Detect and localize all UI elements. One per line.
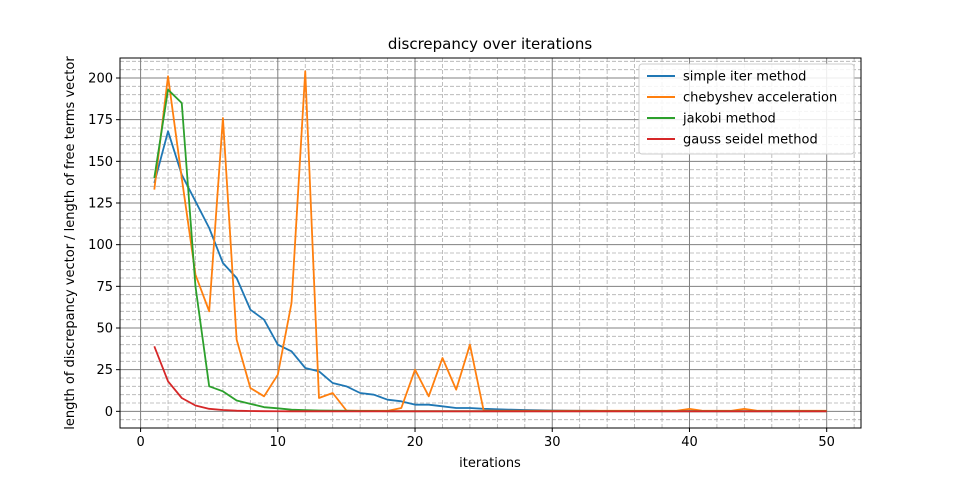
- x-tick-label: 0: [136, 435, 144, 450]
- legend-box: [638, 63, 855, 155]
- legend-label: gauss seidel method: [683, 133, 818, 148]
- y-tick-label: 75: [96, 280, 113, 295]
- series-line-gauss-seidel-method: [153, 346, 827, 413]
- x-axis-title: iterations: [459, 456, 521, 471]
- y-tick-label: 200: [88, 72, 113, 87]
- chart-title: discrepancy over iterations: [388, 35, 593, 53]
- y-tick-label: 25: [96, 363, 113, 378]
- y-tick-label: 175: [88, 113, 113, 128]
- legend-label: chebyshev acceleration: [683, 91, 837, 106]
- axis-ticks: 0 10 20 30 40 50 0 25 50 75 100 125 150 175 200: [88, 72, 835, 451]
- x-tick-label: 30: [544, 435, 561, 450]
- legend-label: jakobi method: [682, 112, 776, 127]
- y-tick-label: 150: [88, 155, 113, 170]
- x-tick-label: 40: [681, 435, 698, 450]
- plot-frame: [119, 57, 862, 429]
- legend: simple iter method chebyshev acceleration…: [638, 63, 855, 155]
- y-tick-label: 100: [88, 238, 113, 253]
- x-tick-label: 50: [818, 435, 835, 450]
- grid-lines: [120, 58, 861, 429]
- x-tick-label: 10: [270, 435, 287, 450]
- y-tick-label: 125: [88, 197, 113, 212]
- data-series: [153, 70, 827, 413]
- y-axis-title: length of discrepancy vector / length of…: [63, 56, 78, 430]
- x-tick-label: 20: [407, 435, 424, 450]
- y-tick-label: 50: [96, 322, 113, 337]
- y-tick-label: 0: [105, 405, 113, 420]
- legend-label: simple iter method: [683, 70, 806, 85]
